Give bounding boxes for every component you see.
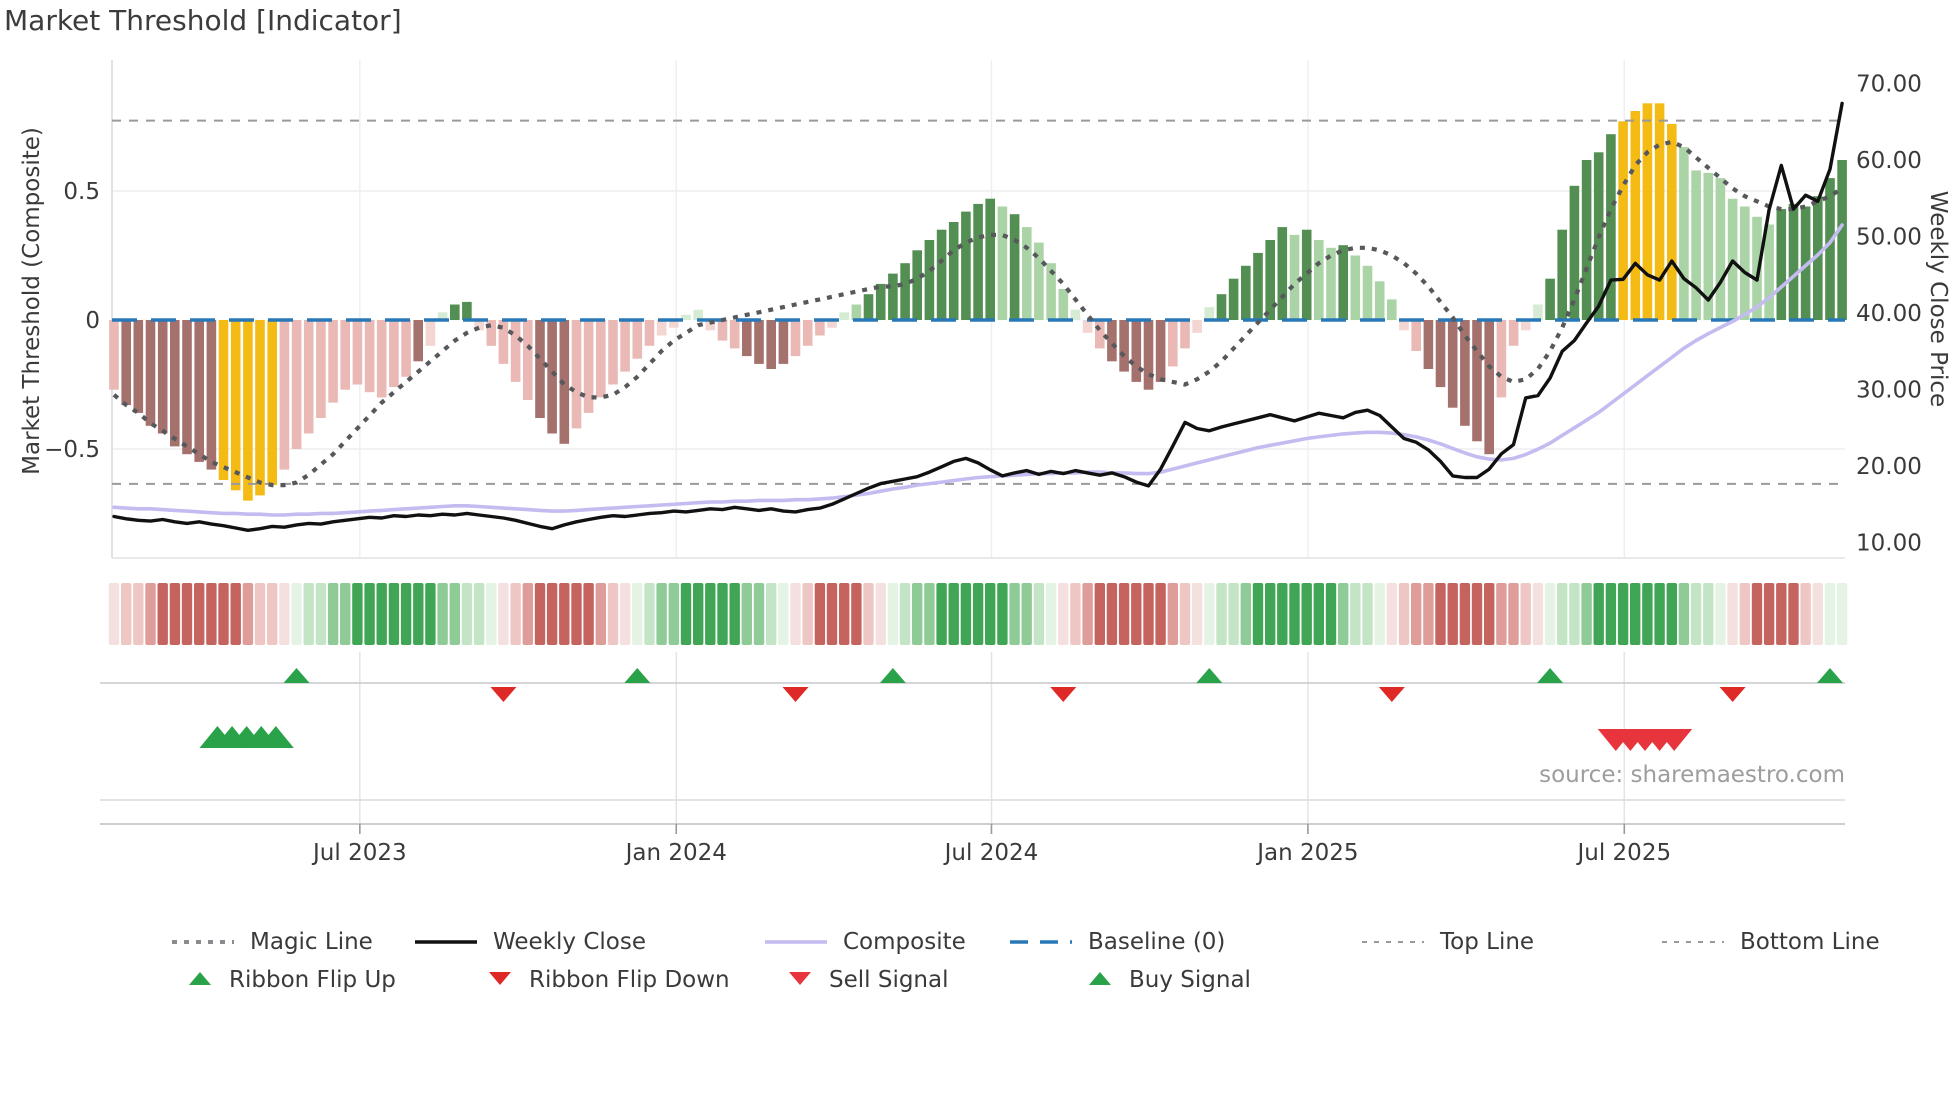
- legend-marker-icon: [785, 968, 815, 992]
- legend-label: Magic Line: [250, 929, 373, 955]
- source-credit: source: sharemaestro.com: [1539, 762, 1845, 788]
- svg-text:50.00: 50.00: [1856, 225, 1922, 251]
- legend-label: Baseline (0): [1088, 929, 1226, 955]
- svg-text:30.00: 30.00: [1856, 378, 1922, 404]
- legend-label: Ribbon Flip Down: [529, 967, 730, 993]
- svg-text:0.5: 0.5: [63, 179, 100, 205]
- legend-marker-icon: [413, 933, 479, 952]
- legend-marker-icon: [1008, 933, 1074, 952]
- legend-marker-icon: [1085, 968, 1115, 992]
- legend-marker-icon: [1660, 933, 1726, 952]
- legend-label: Composite: [843, 929, 966, 955]
- ribbon-flip-down-marker: [1378, 687, 1405, 702]
- legend-item-composite: Composite: [763, 927, 966, 957]
- legend-label: Ribbon Flip Up: [229, 967, 396, 993]
- legend-item-ribbon-flip-up: Ribbon Flip Up: [185, 965, 396, 995]
- ribbon-flip-up-marker: [879, 668, 906, 683]
- legend-label: Buy Signal: [1129, 967, 1251, 993]
- svg-text:Jan 2025: Jan 2025: [1255, 840, 1358, 866]
- sell-signal-marker: [1656, 729, 1693, 751]
- legend-label: Top Line: [1440, 929, 1535, 955]
- ribbon-flip-up-marker: [283, 668, 310, 683]
- legend-label: Sell Signal: [829, 967, 949, 993]
- legend-marker-icon: [1360, 933, 1426, 952]
- legend-item-weekly-close: Weekly Close: [413, 927, 646, 957]
- svg-text:Jul 2023: Jul 2023: [311, 840, 407, 866]
- svg-text:−0.5: −0.5: [44, 437, 100, 463]
- legend-item-top-line: Top Line: [1360, 927, 1534, 957]
- svg-text:Jan 2024: Jan 2024: [624, 840, 727, 866]
- ribbon-flip-up-marker: [1816, 668, 1843, 683]
- svg-text:40.00: 40.00: [1856, 301, 1922, 327]
- legend-item-ribbon-flip-down: Ribbon Flip Down: [485, 965, 730, 995]
- ribbon-flip-down-marker: [1719, 687, 1746, 702]
- svg-text:Jul 2024: Jul 2024: [943, 840, 1039, 866]
- ribbon-flip-down-marker: [490, 687, 517, 702]
- svg-text:60.00: 60.00: [1856, 148, 1922, 174]
- svg-text:70.00: 70.00: [1856, 72, 1922, 98]
- legend-marker-icon: [763, 933, 829, 952]
- legend-item-buy-signal: Buy Signal: [1085, 965, 1251, 995]
- legend-item-magic-line: Magic Line: [170, 927, 373, 957]
- svg-text:0: 0: [85, 308, 100, 334]
- ribbon-flip-up-marker: [1537, 668, 1564, 683]
- buy-signal-marker: [257, 726, 294, 748]
- legend-label: Bottom Line: [1740, 929, 1880, 955]
- ribbon-flip-down-marker: [1050, 687, 1077, 702]
- legend-item-sell-signal: Sell Signal: [785, 965, 949, 995]
- ribbon-flip-up-marker: [1196, 668, 1223, 683]
- svg-text:10.00: 10.00: [1856, 531, 1922, 557]
- ribbon-flip-up-marker: [624, 668, 651, 683]
- legend-item-bottom-line: Bottom Line: [1660, 927, 1880, 957]
- legend-marker-icon: [485, 968, 515, 992]
- legend-marker-icon: [170, 933, 236, 952]
- legend-item-baseline-0-: Baseline (0): [1008, 927, 1225, 957]
- ribbon-flip-down-marker: [782, 687, 809, 702]
- legend-label: Weekly Close: [493, 929, 646, 955]
- svg-text:Jul 2025: Jul 2025: [1575, 840, 1671, 866]
- svg-text:20.00: 20.00: [1856, 454, 1922, 480]
- page-title: Market Threshold [Indicator]: [4, 4, 402, 37]
- legend-marker-icon: [185, 968, 215, 992]
